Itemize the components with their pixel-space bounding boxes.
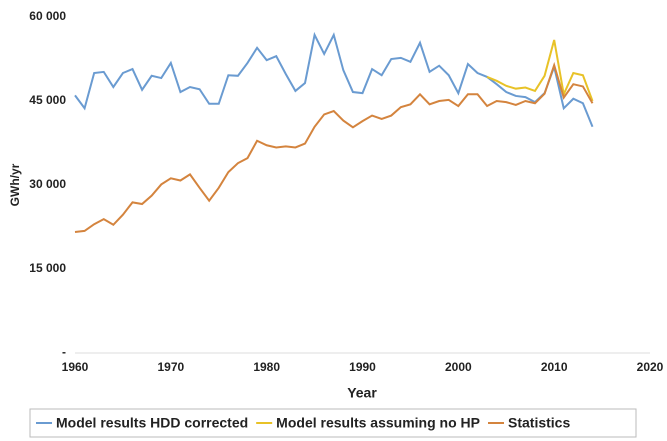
x-axis-label: Year: [347, 385, 377, 401]
legend-label: Statistics: [508, 415, 570, 431]
series-line: [74, 61, 594, 234]
legend-box: [29, 408, 637, 438]
y-tick-label: 30 000: [29, 177, 66, 191]
legend: Model results HDD corrected Model results…: [36, 415, 570, 431]
x-tick-label: 1980: [253, 360, 280, 374]
x-tick-label: 2020: [637, 360, 664, 374]
series-line: [486, 39, 594, 102]
x-tick-label: 2010: [541, 360, 568, 374]
x-tick-label: 1990: [349, 360, 376, 374]
legend-label: Model results assuming no HP: [276, 415, 480, 431]
series-line: [74, 31, 594, 128]
y-tick-label: -: [62, 345, 66, 359]
y-tick-label: 60 000: [29, 9, 66, 23]
x-tick-label: 2000: [445, 360, 472, 374]
legend-label: Model results HDD corrected: [56, 415, 248, 431]
y-axis-label: GWh/yr: [8, 163, 22, 206]
y-tick-label: 15 000: [29, 261, 66, 275]
x-tick-label: 1960: [62, 360, 89, 374]
y-tick-label: 45 000: [29, 93, 66, 107]
x-tick-label: 1970: [157, 360, 184, 374]
